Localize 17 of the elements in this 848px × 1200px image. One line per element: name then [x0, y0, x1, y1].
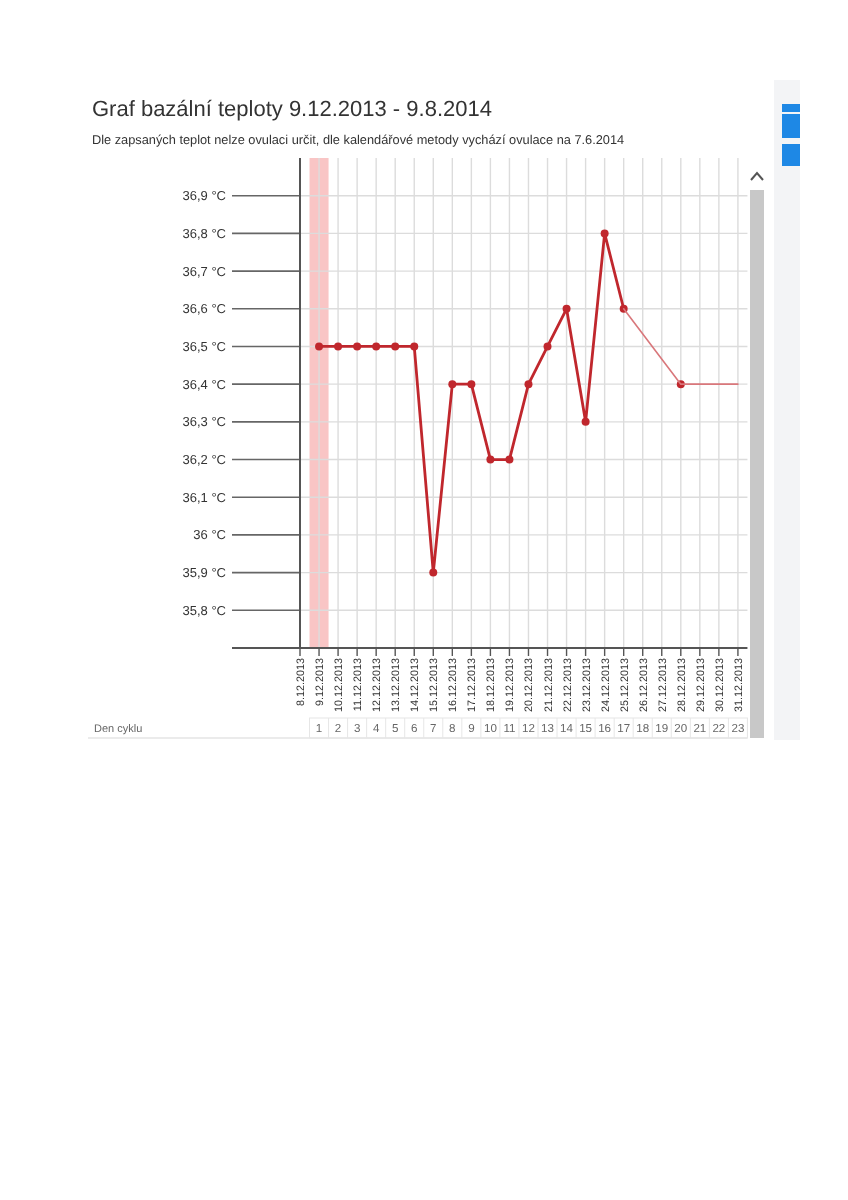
point — [372, 342, 381, 351]
point — [524, 380, 533, 389]
point — [334, 342, 343, 351]
point — [505, 455, 514, 464]
point — [562, 304, 571, 313]
point — [600, 229, 609, 238]
point — [391, 342, 400, 351]
point — [467, 380, 476, 389]
point — [581, 417, 590, 426]
point — [353, 342, 362, 351]
point — [486, 455, 495, 464]
point — [315, 342, 324, 351]
point — [410, 342, 419, 351]
point — [448, 380, 457, 389]
point — [543, 342, 552, 351]
chart-title: Graf bazální teploty 9.12.2013 - 9.8.2014 — [92, 98, 492, 122]
point — [429, 568, 438, 577]
